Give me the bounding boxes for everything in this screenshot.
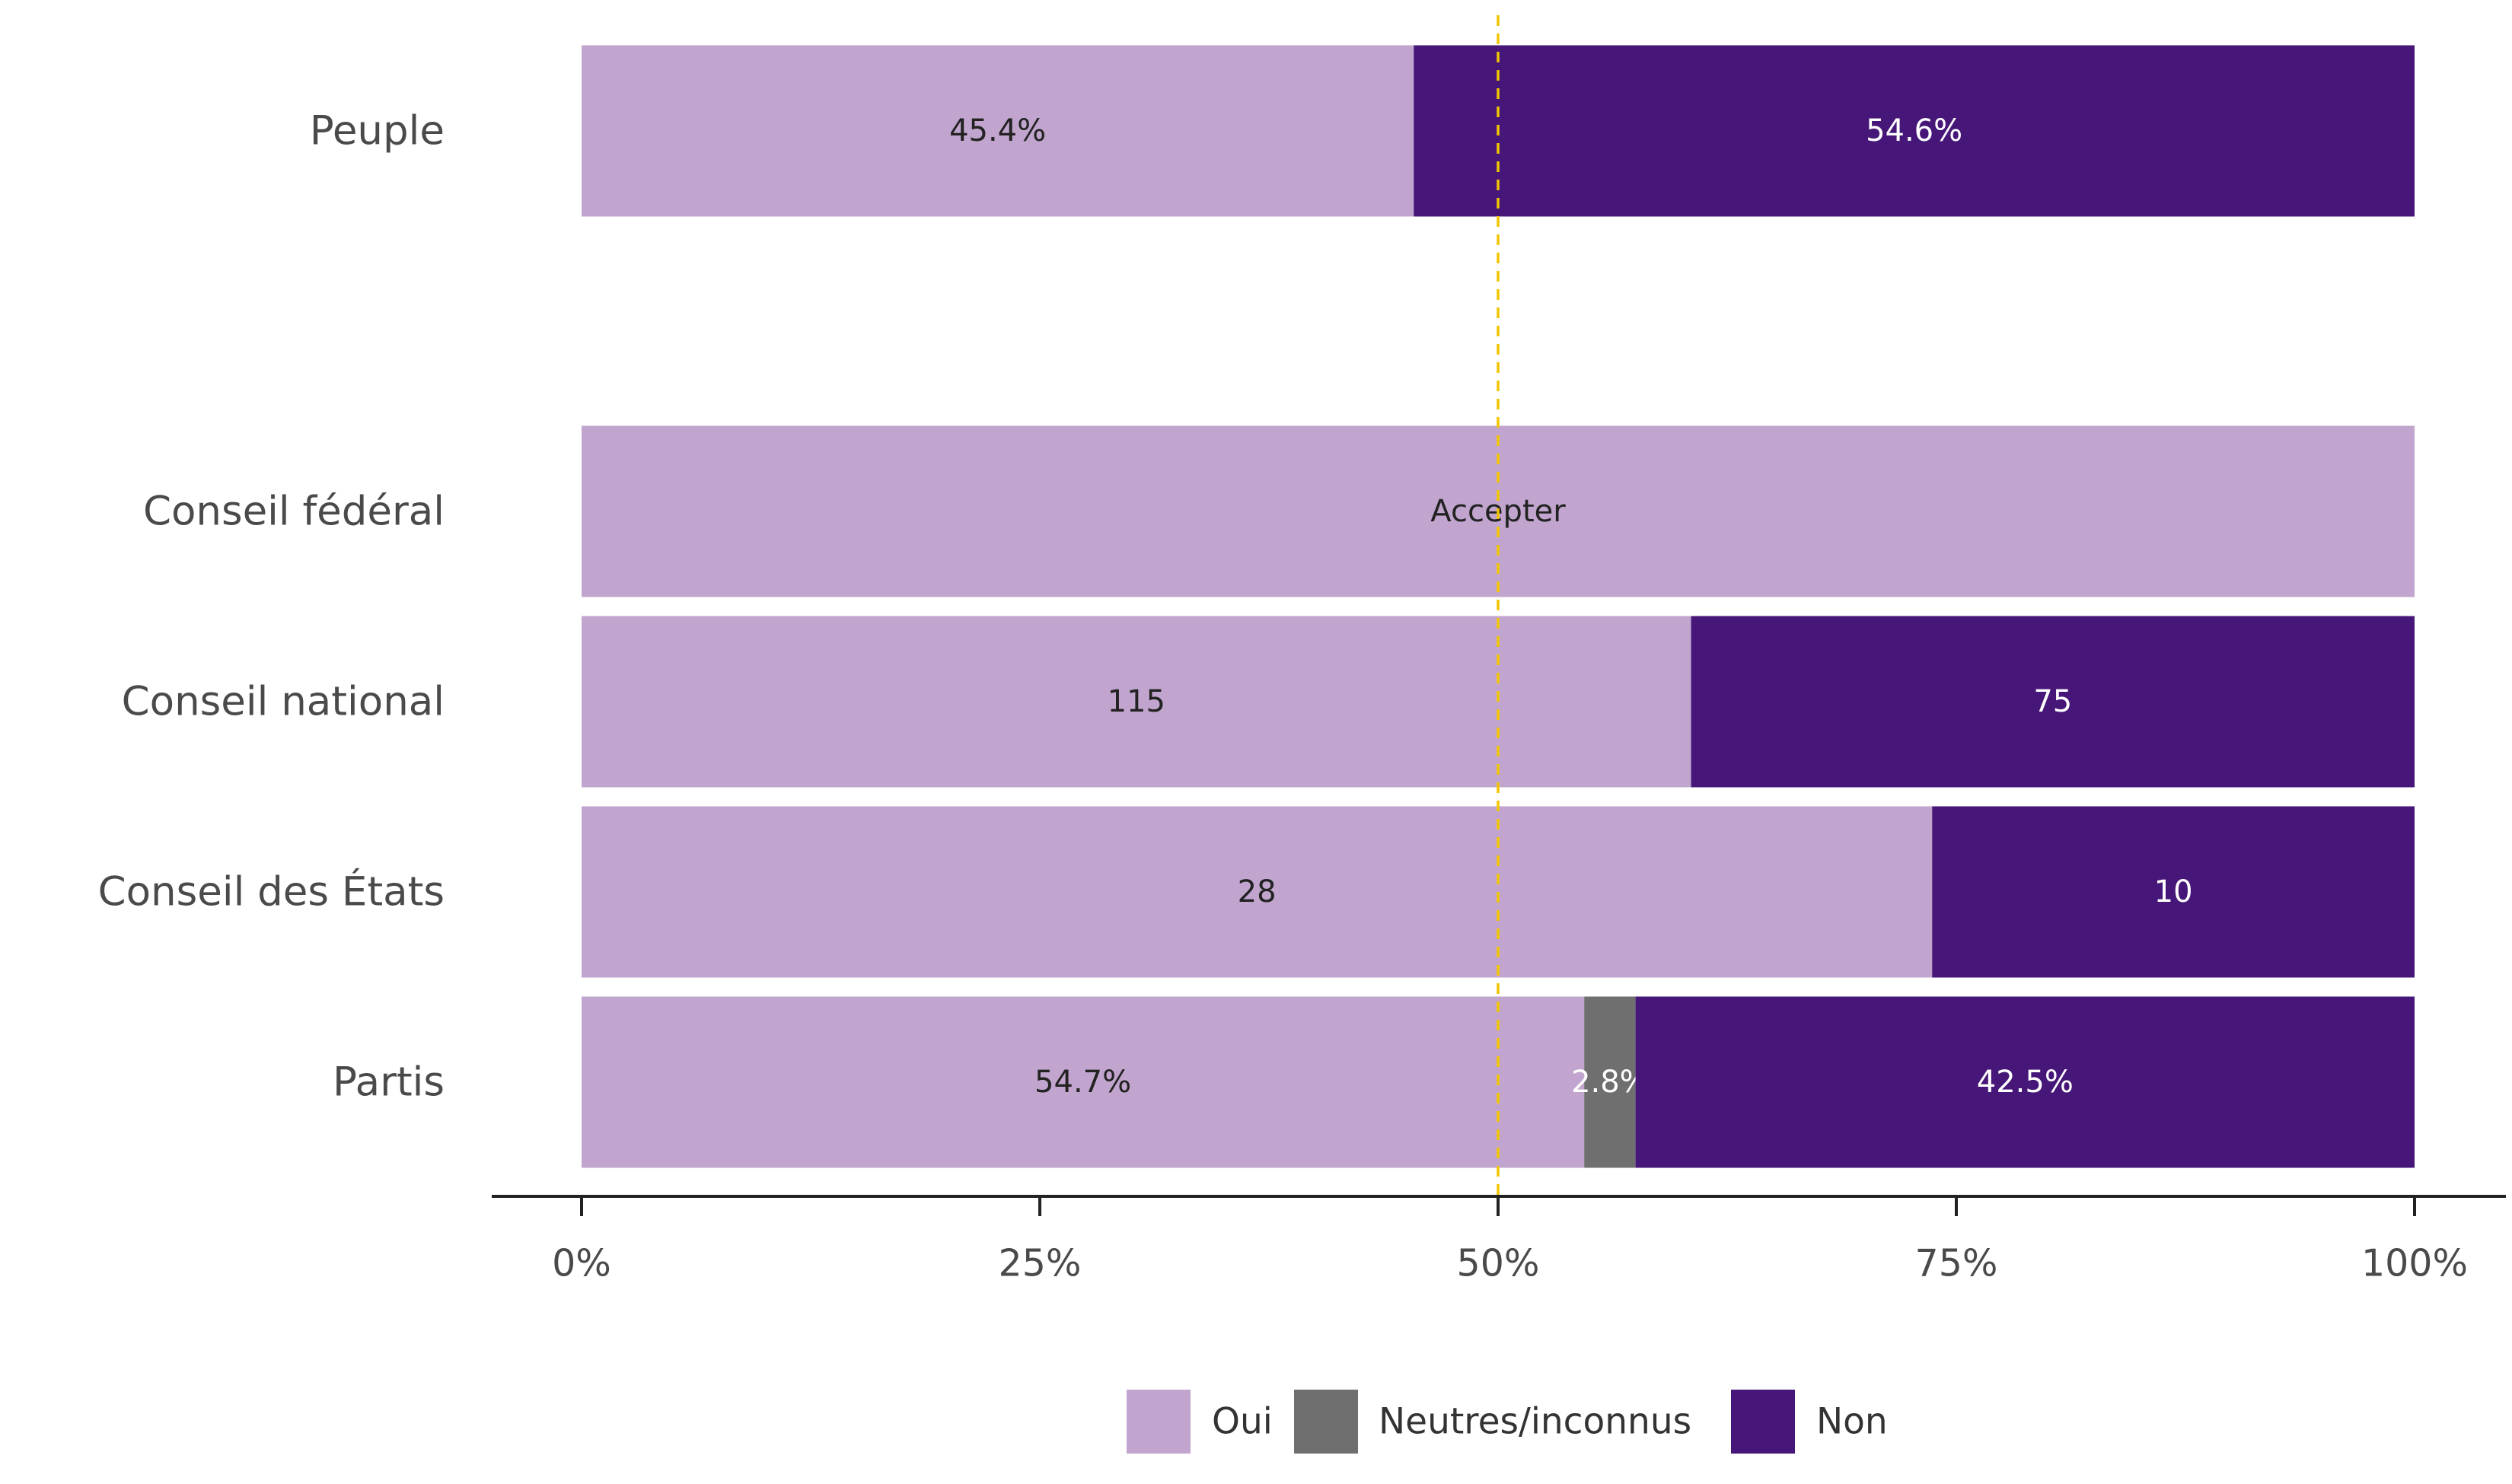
bar-partis-neutres-inconnus [1584,996,1636,1168]
bar-value-label-conseil-national-oui: 115 [1108,684,1165,719]
bar-partis-oui [582,996,1585,1168]
bar-conseil-national-non [1691,616,2415,788]
bar-conseil-national-oui [582,616,1691,788]
legend-swatch-neutres-inconnus [1294,1390,1358,1454]
legend: Oui Neutres/inconnus Non [1127,1390,1888,1454]
bar-peuple-non [1414,45,2415,217]
bar-conseil-des-etats-non [1932,806,2415,978]
legend-label-oui: Oui [1212,1401,1273,1443]
bar-value-label-partis-oui: 54.7% [1034,1065,1131,1100]
x-tick-label-50: 50% [1457,1242,1540,1285]
category-label-conseil-federal: Conseil fédéral [143,489,445,535]
bar-partis-non [1635,996,2415,1168]
bar-conseil-des-etats-oui [582,806,1933,978]
x-tick-label-25: 25% [999,1242,1082,1285]
bar-value-label-conseil-des-etats-non: 10 [2154,874,2193,909]
legend-swatch-non [1731,1390,1795,1454]
bar-value-label-conseil-national-non: 75 [2033,684,2072,719]
category-label-peuple: Peuple [310,108,445,154]
x-tick-label-0: 0% [552,1242,611,1285]
legend-swatch-oui [1127,1390,1191,1454]
bar-value-label-conseil-des-etats-oui: 28 [1238,874,1277,909]
x-axis: 0% 25% 50% 75% 100% [492,1195,2506,1285]
category-label-conseil-des-etats: Conseil des États [98,868,445,916]
category-label-partis: Partis [333,1059,445,1106]
x-tick-label-100: 100% [2361,1242,2468,1285]
legend-label-non: Non [1816,1401,1888,1443]
bar-peuple-oui [582,45,1414,217]
bar-value-label-peuple-non: 54.6% [1866,113,1962,148]
category-labels: Peuple Conseil fédéral Conseil national Con… [98,108,445,1106]
bar-value-label-partis-non: 42.5% [1977,1065,2074,1100]
category-label-conseil-national: Conseil national [122,679,445,725]
legend-label-neutres-inconnus: Neutres/inconnus [1379,1401,1691,1443]
x-tick-label-75: 75% [1915,1242,1998,1285]
bar-value-label-peuple-oui: 45.4% [949,113,1046,148]
